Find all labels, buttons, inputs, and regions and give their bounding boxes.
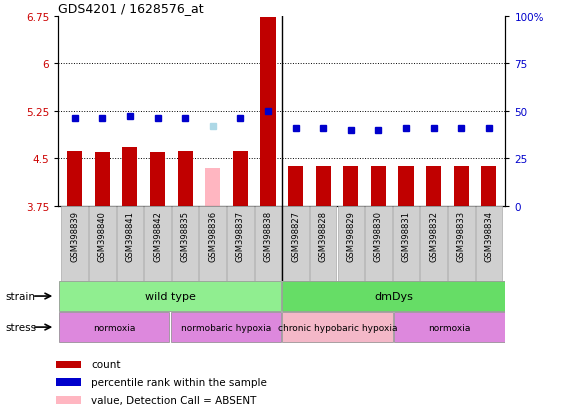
Text: normobaric hypoxia: normobaric hypoxia [181, 323, 271, 332]
Bar [178, 152, 193, 206]
Bar [282, 313, 393, 342]
Text: normoxia: normoxia [93, 323, 135, 332]
Text: GSM398830: GSM398830 [374, 210, 383, 261]
Text: GSM398827: GSM398827 [291, 210, 300, 261]
FancyBboxPatch shape [365, 206, 392, 281]
Text: GSM398833: GSM398833 [457, 210, 466, 261]
Bar [205, 169, 220, 206]
FancyBboxPatch shape [448, 206, 475, 281]
Text: GSM398831: GSM398831 [401, 210, 411, 261]
FancyBboxPatch shape [172, 206, 198, 281]
FancyBboxPatch shape [62, 206, 88, 281]
Text: GSM398828: GSM398828 [319, 210, 328, 261]
Bar [56, 396, 81, 404]
Text: GSM398842: GSM398842 [153, 210, 162, 261]
Bar [282, 282, 505, 311]
Text: chronic hypobaric hypoxia: chronic hypobaric hypoxia [278, 323, 397, 332]
Text: GSM398835: GSM398835 [181, 210, 189, 261]
Bar [399, 166, 414, 206]
Bar [233, 152, 248, 206]
Bar [56, 379, 81, 386]
Text: GDS4201 / 1628576_at: GDS4201 / 1628576_at [58, 2, 204, 15]
Text: GSM398837: GSM398837 [236, 210, 245, 261]
Bar [59, 313, 170, 342]
Text: count: count [91, 359, 120, 369]
FancyBboxPatch shape [310, 206, 336, 281]
Text: GSM398841: GSM398841 [125, 210, 134, 261]
FancyBboxPatch shape [254, 206, 281, 281]
FancyBboxPatch shape [282, 206, 309, 281]
FancyBboxPatch shape [393, 206, 419, 281]
FancyBboxPatch shape [338, 206, 364, 281]
Bar [150, 153, 165, 206]
Text: GSM398840: GSM398840 [98, 210, 107, 261]
Bar [394, 313, 505, 342]
Bar [343, 166, 358, 206]
Bar [59, 282, 281, 311]
Text: GSM398839: GSM398839 [70, 210, 79, 261]
FancyBboxPatch shape [476, 206, 502, 281]
FancyBboxPatch shape [117, 206, 143, 281]
Bar [260, 19, 275, 207]
FancyBboxPatch shape [227, 206, 254, 281]
Text: wild type: wild type [145, 291, 195, 301]
Bar [315, 166, 331, 206]
Text: GSM398836: GSM398836 [208, 210, 217, 261]
FancyBboxPatch shape [199, 206, 226, 281]
Bar [481, 166, 497, 206]
Bar [123, 147, 138, 206]
FancyBboxPatch shape [144, 206, 171, 281]
Text: stress: stress [6, 323, 37, 332]
Text: GSM398838: GSM398838 [263, 210, 272, 261]
Bar [170, 313, 281, 342]
Text: percentile rank within the sample: percentile rank within the sample [91, 377, 267, 387]
Bar [95, 153, 110, 206]
Bar [371, 166, 386, 206]
Text: GSM398834: GSM398834 [485, 210, 493, 261]
Text: value, Detection Call = ABSENT: value, Detection Call = ABSENT [91, 395, 256, 405]
Bar [56, 361, 81, 368]
Bar [454, 166, 469, 206]
Bar [288, 166, 303, 206]
FancyBboxPatch shape [89, 206, 116, 281]
Text: GSM398829: GSM398829 [346, 210, 356, 261]
Text: dmDys: dmDys [374, 291, 413, 301]
FancyBboxPatch shape [421, 206, 447, 281]
Text: normoxia: normoxia [428, 323, 471, 332]
Text: strain: strain [6, 292, 36, 301]
Bar [426, 166, 441, 206]
Bar [67, 152, 83, 206]
Text: GSM398832: GSM398832 [429, 210, 438, 261]
